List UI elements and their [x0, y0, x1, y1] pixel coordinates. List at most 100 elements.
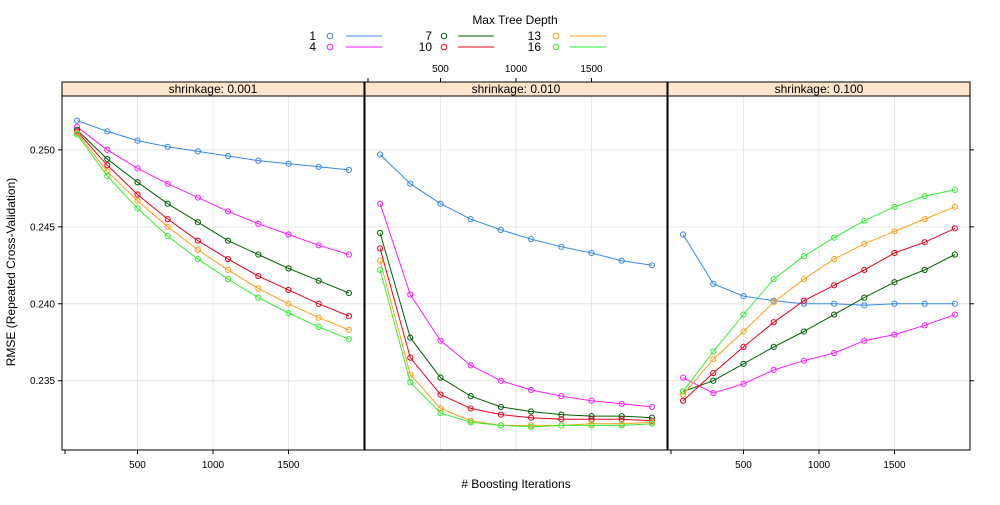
- y-tick-label: 0.235: [30, 376, 55, 387]
- data-point: [285, 265, 292, 272]
- data-point: [345, 166, 352, 173]
- series-4: [74, 123, 352, 258]
- data-point: [618, 400, 625, 407]
- data-point: [315, 300, 322, 307]
- data-point: [134, 137, 141, 144]
- series-line: [76, 131, 350, 317]
- data-point: [315, 323, 322, 330]
- data-point: [134, 179, 141, 186]
- data-point: [377, 229, 384, 237]
- data-point: [951, 311, 959, 318]
- x-tick-label: 500: [129, 460, 146, 471]
- data-point: [710, 348, 717, 355]
- data-point: [164, 143, 171, 150]
- data-point: [558, 243, 565, 250]
- data-point: [951, 251, 959, 258]
- data-point: [921, 322, 928, 329]
- series-line: [76, 129, 350, 294]
- data-point: [770, 319, 777, 326]
- data-point: [407, 334, 414, 341]
- data-point: [497, 422, 504, 429]
- data-point: [285, 160, 292, 167]
- data-point: [710, 369, 717, 377]
- data-point: [285, 231, 292, 238]
- data-point: [255, 251, 262, 258]
- panel-strip-label: shrinkage: 0.100: [775, 82, 864, 96]
- data-point: [407, 371, 414, 378]
- series-10: [680, 225, 959, 404]
- data-point: [921, 300, 928, 307]
- data-point: [255, 220, 262, 227]
- data-point: [800, 328, 808, 335]
- data-point: [800, 276, 808, 283]
- data-point: [710, 377, 717, 384]
- legend-entry: 16: [528, 40, 606, 54]
- series-line: [76, 126, 350, 255]
- series-line: [379, 260, 652, 426]
- y-tick-label: 0.240: [30, 299, 55, 310]
- data-point: [558, 422, 565, 429]
- data-point: [861, 302, 868, 309]
- data-point: [194, 256, 201, 263]
- legend-label: 7: [425, 29, 432, 43]
- bottom-axis: 500 1000 1500 500 1000 1500: [64, 450, 906, 471]
- x-axis-title: # Boosting Iterations: [461, 477, 570, 491]
- data-point: [345, 336, 352, 343]
- data-point: [680, 374, 687, 381]
- data-point: [194, 148, 201, 155]
- data-point: [588, 397, 595, 404]
- series-1: [377, 151, 656, 269]
- x-tick-label: 500: [735, 460, 752, 471]
- series-line: [76, 120, 349, 171]
- data-point: [800, 252, 808, 260]
- data-point: [680, 397, 687, 404]
- data-point: [770, 299, 777, 306]
- data-point: [618, 422, 625, 429]
- data-point: [528, 236, 535, 243]
- data-point: [164, 223, 171, 230]
- data-point: [255, 294, 262, 301]
- data-point: [528, 386, 535, 394]
- series-16: [377, 266, 656, 431]
- data-point: [648, 420, 656, 427]
- top-axis: 500 1000 1500: [367, 64, 603, 82]
- series-line: [682, 227, 956, 402]
- data-point: [861, 240, 868, 247]
- series-line: [682, 189, 955, 392]
- data-point: [951, 225, 959, 232]
- data-point: [285, 309, 292, 317]
- data-point: [710, 280, 717, 287]
- data-point: [134, 165, 141, 172]
- data-point: [164, 216, 171, 223]
- legend-entry: 13: [528, 29, 606, 43]
- legend-entry: 4: [309, 40, 382, 54]
- series-line: [379, 154, 652, 266]
- data-point: [377, 245, 384, 252]
- data-point: [377, 200, 384, 207]
- data-point: [467, 405, 474, 412]
- data-point: [74, 117, 81, 124]
- data-point: [740, 292, 747, 300]
- series-13: [680, 203, 959, 398]
- data-point: [770, 366, 777, 374]
- data-point: [407, 354, 414, 361]
- legend-marker: [440, 32, 448, 40]
- data-point: [921, 192, 928, 200]
- data-point: [497, 403, 504, 411]
- data-point: [831, 311, 838, 318]
- x-tick-label: 1500: [580, 64, 603, 75]
- legend-marker: [552, 32, 560, 40]
- data-point: [194, 219, 201, 226]
- panel: shrinkage: 0.100: [667, 81, 971, 451]
- legend-entry: 7: [425, 29, 494, 43]
- series-line: [76, 132, 350, 331]
- data-point: [345, 251, 352, 258]
- data-point: [588, 422, 595, 429]
- data-point: [134, 205, 141, 212]
- data-point: [467, 216, 474, 223]
- series-4: [680, 311, 959, 397]
- data-point: [437, 409, 444, 417]
- panel-frame: [364, 95, 668, 451]
- data-point: [377, 266, 384, 274]
